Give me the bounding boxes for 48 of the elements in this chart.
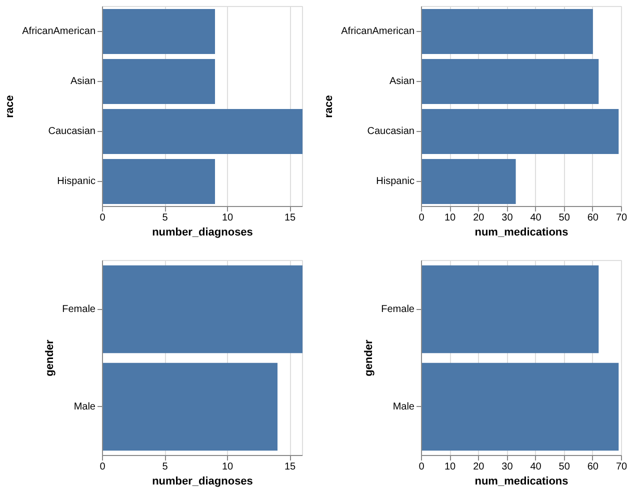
x-axis-title: number_diagnoses [152, 226, 253, 238]
x-tick-label: 60 [587, 462, 599, 472]
y-axis-title: race [4, 95, 16, 118]
x-tick-label: 70 [616, 212, 628, 224]
x-tick-label: 60 [587, 212, 599, 224]
y-tick-label: Male [74, 401, 96, 412]
x-tick-label: 10 [222, 212, 234, 224]
x-tick-label: 5 [162, 212, 168, 224]
x-tick-label: 70 [616, 462, 628, 472]
x-tick-label: 30 [502, 212, 514, 224]
x-tick-label: 40 [530, 462, 542, 472]
y-tick-label: Caucasian [367, 126, 415, 137]
y-tick-label: Caucasian [48, 126, 96, 137]
x-tick-label: 0 [100, 462, 106, 472]
x-tick-label: 10 [444, 462, 456, 472]
y-tick-label: Hispanic [376, 176, 415, 187]
x-tick-label: 15 [284, 212, 296, 224]
bar [422, 9, 593, 54]
y-tick-label: Female [62, 304, 96, 315]
x-tick-label: 10 [444, 212, 456, 224]
x-tick-label: 15 [284, 462, 296, 472]
y-axis-title: race [323, 95, 336, 118]
x-axis-title: number_diagnoses [152, 476, 253, 488]
x-tick-label: 50 [558, 462, 570, 472]
bar [422, 59, 599, 104]
x-tick-label: 20 [473, 462, 485, 472]
y-tick-label: Asian [389, 76, 414, 87]
x-tick-label: 0 [418, 462, 425, 472]
x-axis-title: num_medications [474, 226, 568, 238]
bar [422, 159, 516, 204]
y-axis-title: gender [363, 338, 376, 376]
y-tick-label: Hispanic [57, 176, 96, 187]
y-tick-label: AfricanAmerican [341, 26, 414, 37]
x-tick-label: 40 [530, 212, 542, 224]
x-axis-title: num_medications [474, 476, 568, 488]
x-tick-label: 50 [558, 212, 570, 224]
x-tick-label: 5 [162, 462, 168, 472]
x-tick-label: 30 [502, 462, 514, 472]
y-tick-label: Male [392, 401, 415, 412]
y-tick-label: AfricanAmerican [22, 26, 96, 37]
y-tick-label: Female [381, 304, 415, 315]
x-tick-label: 0 [418, 212, 425, 224]
y-axis-title: gender [44, 338, 56, 376]
y-tick-label: Asian [70, 76, 96, 87]
x-tick-label: 10 [222, 462, 234, 472]
bar [422, 109, 619, 154]
x-tick-label: 0 [100, 212, 106, 224]
x-tick-label: 20 [473, 212, 485, 224]
